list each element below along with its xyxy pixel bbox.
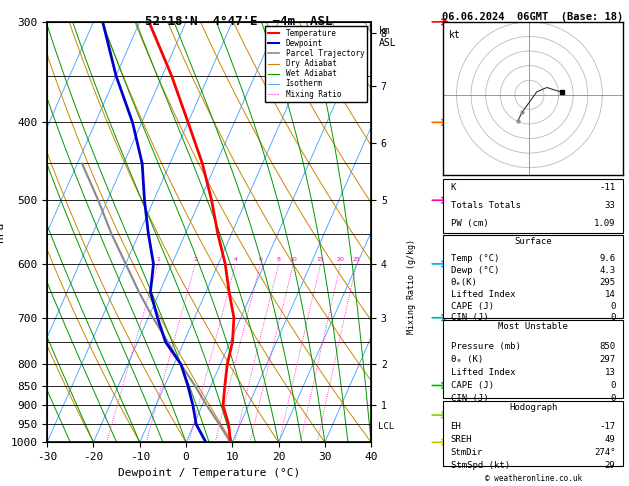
Text: PW (cm): PW (cm): [450, 220, 488, 228]
Text: 4: 4: [233, 257, 238, 262]
Text: 274°: 274°: [594, 449, 616, 457]
Text: CIN (J): CIN (J): [450, 313, 488, 322]
Text: 10: 10: [289, 257, 298, 262]
Legend: Temperature, Dewpoint, Parcel Trajectory, Dry Adiabat, Wet Adiabat, Isotherm, Mi: Temperature, Dewpoint, Parcel Trajectory…: [265, 26, 367, 102]
Text: Lifted Index: Lifted Index: [450, 367, 515, 377]
Text: Surface: Surface: [515, 237, 552, 246]
Bar: [443, 179, 623, 233]
Text: StmDir: StmDir: [450, 449, 483, 457]
Text: -17: -17: [599, 422, 616, 431]
Text: 25: 25: [353, 257, 360, 262]
Text: 4.3: 4.3: [599, 266, 616, 275]
Text: 0: 0: [610, 301, 616, 311]
Text: 2: 2: [193, 257, 198, 262]
Text: Mixing Ratio (g/kg): Mixing Ratio (g/kg): [408, 239, 416, 334]
Text: 9.6: 9.6: [599, 255, 616, 263]
Text: km
ASL: km ASL: [379, 26, 396, 48]
Text: 14: 14: [605, 290, 616, 299]
Text: 0: 0: [610, 313, 616, 322]
Text: CAPE (J): CAPE (J): [450, 381, 494, 390]
Text: Totals Totals: Totals Totals: [450, 201, 520, 210]
Text: Temp (°C): Temp (°C): [450, 255, 499, 263]
Bar: [443, 320, 623, 398]
Text: Lifted Index: Lifted Index: [450, 290, 515, 299]
Text: Pressure (mb): Pressure (mb): [450, 342, 520, 351]
Text: Hodograph: Hodograph: [509, 402, 557, 412]
Text: 15: 15: [317, 257, 325, 262]
Text: 29: 29: [605, 461, 616, 470]
Y-axis label: hPa: hPa: [0, 222, 5, 242]
X-axis label: Dewpoint / Temperature (°C): Dewpoint / Temperature (°C): [118, 468, 300, 478]
Text: K: K: [450, 183, 456, 192]
Text: 1: 1: [156, 257, 160, 262]
Text: LCL: LCL: [377, 422, 394, 431]
Text: EH: EH: [450, 422, 461, 431]
Text: kt: kt: [449, 30, 460, 39]
Text: 06.06.2024  06GMT  (Base: 18): 06.06.2024 06GMT (Base: 18): [442, 12, 624, 22]
Bar: [443, 400, 623, 466]
Text: 6: 6: [259, 257, 262, 262]
Text: 0: 0: [610, 381, 616, 390]
Text: SREH: SREH: [450, 435, 472, 444]
Text: Dewp (°C): Dewp (°C): [450, 266, 499, 275]
Text: CAPE (J): CAPE (J): [450, 301, 494, 311]
Text: 52°18'N  4°47'E  −4m  ASL: 52°18'N 4°47'E −4m ASL: [145, 15, 333, 28]
Text: 20: 20: [337, 257, 345, 262]
Text: 49: 49: [605, 435, 616, 444]
Text: 33: 33: [605, 201, 616, 210]
Text: θₑ (K): θₑ (K): [450, 355, 483, 364]
Text: © weatheronline.co.uk: © weatheronline.co.uk: [484, 474, 582, 483]
Text: 8: 8: [277, 257, 281, 262]
Text: θₑ(K): θₑ(K): [450, 278, 477, 287]
Text: -11: -11: [599, 183, 616, 192]
Text: 13: 13: [605, 367, 616, 377]
Text: 0: 0: [610, 394, 616, 402]
Text: 295: 295: [599, 278, 616, 287]
Bar: [443, 235, 623, 318]
Text: 850: 850: [599, 342, 616, 351]
Text: 1.09: 1.09: [594, 220, 616, 228]
Text: StmSpd (kt): StmSpd (kt): [450, 461, 509, 470]
Text: 297: 297: [599, 355, 616, 364]
Text: Most Unstable: Most Unstable: [498, 322, 568, 331]
Text: CIN (J): CIN (J): [450, 394, 488, 402]
